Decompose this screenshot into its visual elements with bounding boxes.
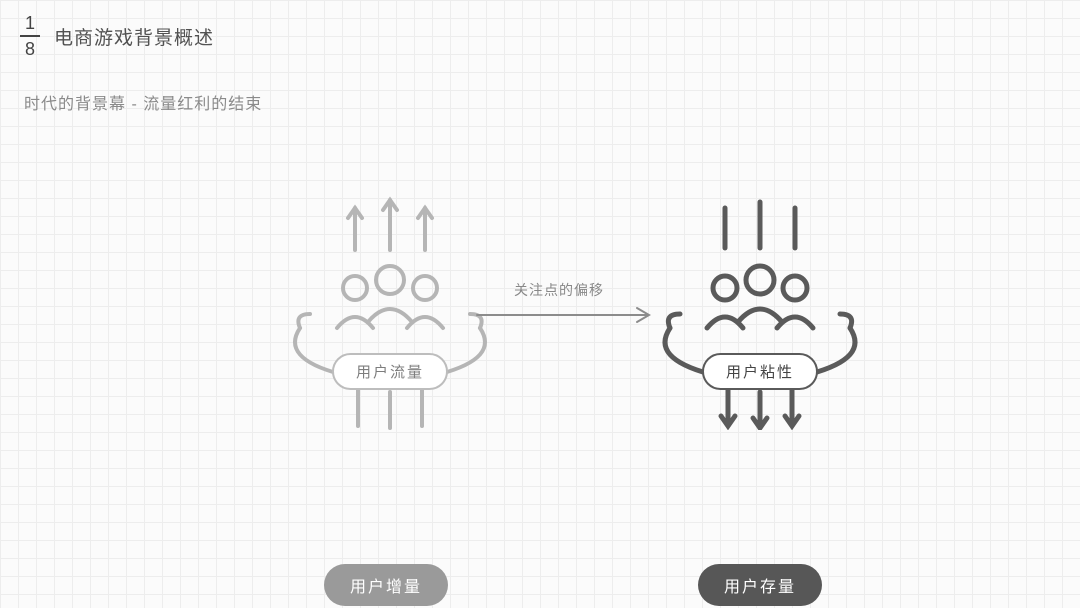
header: 1 8 电商游戏背景概述 [20,14,214,58]
right-cluster: 用户粘性 [650,190,870,430]
pill-right: 用户存量 [698,564,822,606]
down-arrows-icon [721,390,799,428]
shift-label: 关注点的偏移 [514,280,604,300]
section-title: 电商游戏背景概述 [54,23,214,50]
people-group-icon [280,190,500,430]
down-bars-icon [358,390,422,428]
page-total: 8 [25,40,35,58]
subtitle: 时代的背景幕 - 流量红利的结束 [24,90,262,114]
up-bars-icon [725,202,795,248]
page-fraction: 1 8 [20,14,40,58]
up-arrows-icon [348,200,432,250]
fraction-bar [20,35,40,37]
people-group-icon [650,190,870,430]
diagram: 用户流量 [0,150,1080,530]
ring-label-right: 用户粘性 [702,353,818,390]
ring-label-left: 用户流量 [332,353,448,390]
left-cluster: 用户流量 [280,190,500,430]
page-current: 1 [25,14,35,32]
shift-arrow-icon [475,305,655,325]
pill-left: 用户增量 [324,564,448,606]
